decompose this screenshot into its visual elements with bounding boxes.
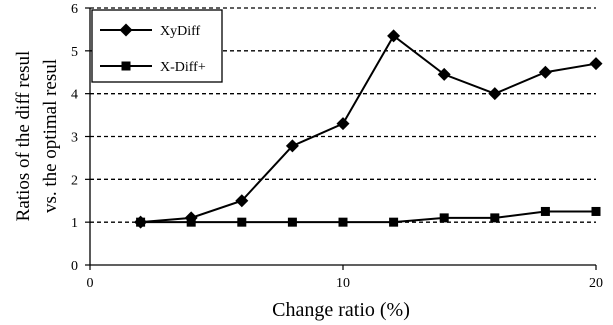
data-point-2-3 <box>237 217 247 227</box>
tick-labels: 0 1 2 3 4 5 6 0 10 20 <box>71 2 603 291</box>
data-point-2-6 <box>389 217 399 227</box>
legend: XyDiff X-Diff+ <box>91 9 223 83</box>
x-tick-label-0: 0 <box>87 276 94 291</box>
data-point-2-8 <box>490 213 500 223</box>
data-point-2-9 <box>540 206 550 216</box>
series-2 <box>136 206 601 227</box>
y-tick-label-2: 2 <box>71 173 78 188</box>
axes <box>85 7 597 270</box>
legend-marker-1 <box>119 23 133 37</box>
data-point-2-4 <box>287 217 297 227</box>
data-point-1-9 <box>538 65 552 79</box>
x-tick-label-20: 20 <box>589 276 603 291</box>
x-tick-label-10: 10 <box>336 276 350 291</box>
data-point-1-6 <box>387 29 401 43</box>
y-tick-label-5: 5 <box>71 45 78 60</box>
data-point-2-5 <box>338 217 348 227</box>
data-point-1-10 <box>589 57 603 71</box>
x-axis-label: Change ratio (%) <box>272 299 410 321</box>
data-point-1-5 <box>336 117 350 131</box>
legend-label-1: XyDiff <box>160 24 201 39</box>
data-point-1-8 <box>488 87 502 101</box>
data-point-2-1 <box>136 217 146 227</box>
y-tick-label-6: 6 <box>71 2 78 17</box>
series-1 <box>134 29 603 229</box>
y-axis-label-line2: vs. the optimal resul <box>40 59 61 213</box>
legend-marker-2 <box>121 61 131 71</box>
data-point-1-4 <box>285 139 299 153</box>
y-tick-label-0: 0 <box>71 259 78 274</box>
data-point-2-7 <box>439 213 449 223</box>
y-axis-label-line1: Ratios of the diff resul <box>13 51 34 222</box>
series-line-1 <box>140 34 597 224</box>
data-point-2-2 <box>186 217 196 227</box>
data-series <box>134 29 603 229</box>
series-line-2 <box>140 210 596 224</box>
legend-box <box>91 9 223 83</box>
data-point-2-10 <box>591 206 601 216</box>
y-tick-label-4: 4 <box>71 88 78 103</box>
data-point-1-3 <box>235 194 249 208</box>
y-tick-label-3: 3 <box>71 131 78 146</box>
legend-label-2: X-Diff+ <box>160 60 206 75</box>
data-point-1-7 <box>437 67 451 81</box>
y-tick-label-1: 1 <box>71 216 78 231</box>
